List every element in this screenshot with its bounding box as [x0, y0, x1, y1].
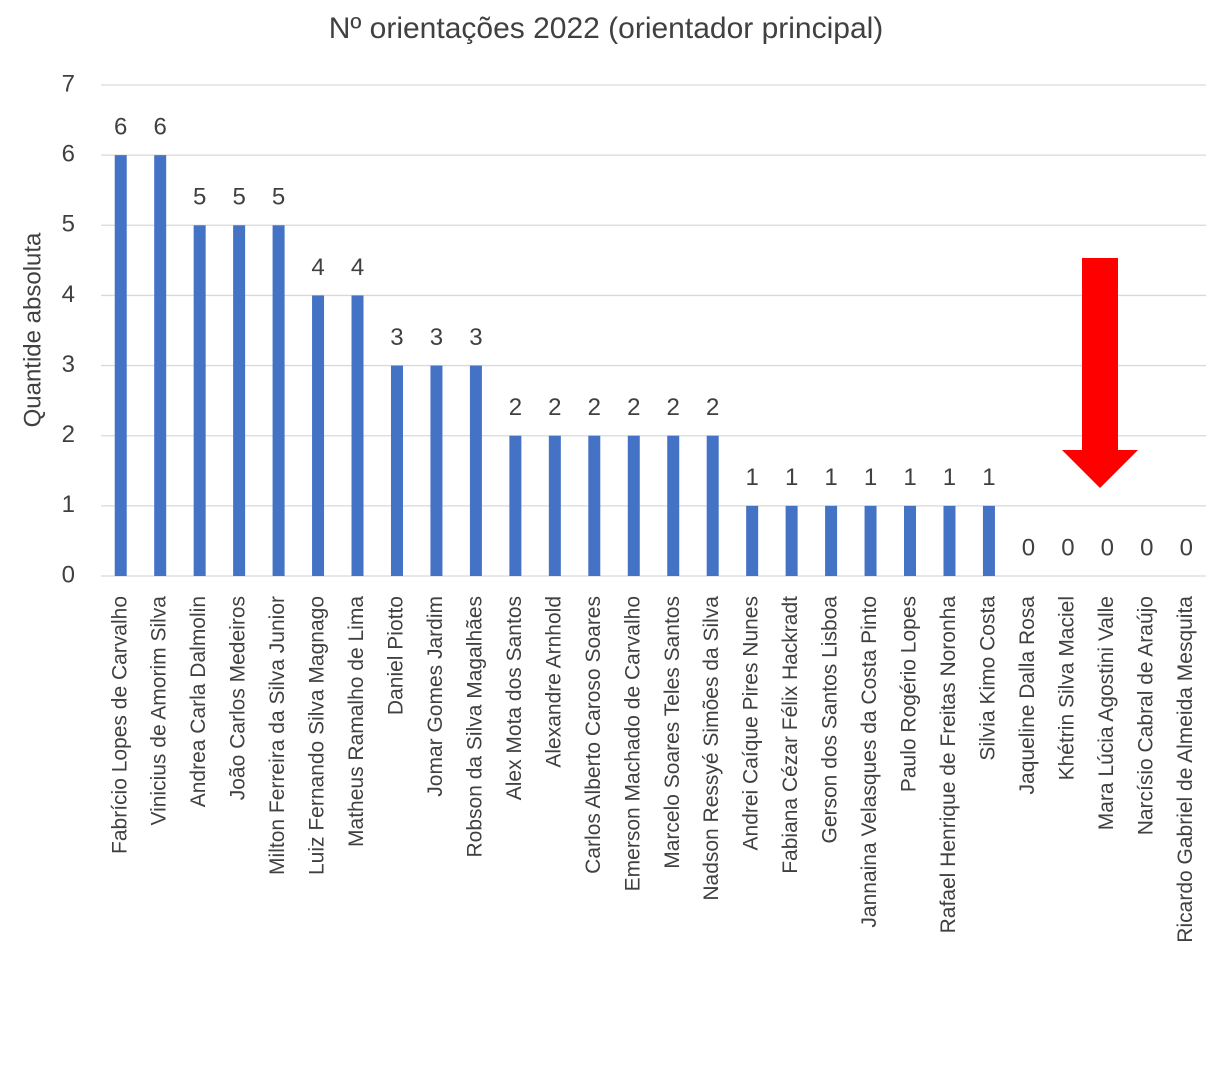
data-label: 1 [982, 464, 995, 491]
data-label: 5 [232, 184, 245, 211]
bar [272, 225, 285, 577]
x-tick-label: Robson da Silva Magalhães [463, 596, 486, 858]
data-label: 1 [943, 464, 956, 491]
y-tick-label: 5 [62, 211, 75, 238]
data-label: 4 [351, 254, 364, 281]
bar [233, 225, 246, 577]
data-label: 2 [548, 394, 561, 421]
data-label: 6 [154, 113, 167, 140]
bar [904, 505, 917, 576]
x-tick-label: Andrea Carla Dalmolin [187, 596, 210, 807]
data-label: 0 [1061, 534, 1074, 561]
bar [785, 505, 798, 576]
data-label: 6 [114, 113, 127, 140]
bar [154, 155, 167, 576]
y-tick-label: 0 [62, 561, 75, 588]
bar [430, 365, 443, 576]
bar [193, 225, 206, 577]
bar [825, 505, 838, 576]
x-tick-label: Jannaina Velasques da Costa Pinto [858, 596, 881, 928]
x-tick-label: Carlos Alberto Caroso Soares [582, 596, 605, 874]
bar [114, 155, 127, 576]
chart-title: Nº orientações 2022 (orientador principa… [329, 12, 884, 45]
data-label: 0 [1180, 534, 1193, 561]
x-tick-label: Marcelo Soares Teles Santos [661, 596, 684, 869]
x-tick-label: Mara Lúcia Agostini Valle [1095, 596, 1118, 830]
data-label: 4 [311, 254, 324, 281]
x-tick-label: Khétrin Silva Maciel [1055, 596, 1078, 780]
data-label: 1 [864, 464, 877, 491]
x-tick-label: Gerson dos Santos Lisboa [819, 596, 842, 844]
x-tick-label: Narcísio Cabral de Araújo [1134, 596, 1157, 835]
data-label: 3 [390, 324, 403, 351]
x-tick-label: Emerson Machado de Carvalho [621, 596, 644, 891]
y-tick-label: 7 [62, 70, 75, 97]
data-label: 5 [193, 184, 206, 211]
y-tick-label: 2 [62, 421, 75, 448]
y-tick-label: 6 [62, 140, 75, 167]
bar [706, 435, 719, 576]
bar [982, 505, 995, 576]
data-label: 1 [903, 464, 916, 491]
data-label: 0 [1140, 534, 1153, 561]
data-label: 3 [469, 324, 482, 351]
x-tick-label: Ricardo Gabriel de Almeida Mesquita [1174, 596, 1197, 943]
data-label: 1 [785, 464, 798, 491]
x-tick-label: Jaqueline Dalla Rosa [1016, 596, 1039, 795]
bar [509, 435, 522, 576]
data-label: 5 [272, 184, 285, 211]
x-tick-label: Rafael Henrique de Freitas Noronha [937, 596, 960, 934]
bar [469, 365, 482, 576]
bar [588, 435, 601, 576]
bar [312, 295, 325, 576]
data-label: 2 [588, 394, 601, 421]
x-tick-label: Paulo Rogério Lopes [898, 596, 921, 792]
data-label: 2 [667, 394, 680, 421]
bar [390, 365, 403, 576]
x-tick-label: Alex Mota dos Santos [503, 596, 526, 800]
data-label: 2 [509, 394, 522, 421]
x-tick-label: Daniel Piotto [385, 596, 408, 715]
x-tick-label: Milton Ferreira da Silva Junior [266, 596, 289, 875]
data-label: 2 [706, 394, 719, 421]
data-label: 2 [627, 394, 640, 421]
x-tick-label: Vinicius de Amorim Silva [148, 596, 171, 826]
x-tick-label: Fabrício Lopes de Carvalho [108, 596, 131, 854]
data-label: 0 [1101, 534, 1114, 561]
bar [548, 435, 561, 576]
x-tick-label: Alexandre Arnhold [542, 596, 565, 768]
bar [864, 505, 877, 576]
bar [627, 435, 640, 576]
bar [746, 505, 759, 576]
data-label: 0 [1022, 534, 1035, 561]
bar [667, 435, 680, 576]
y-tick-label: 1 [62, 491, 75, 518]
y-tick-label: 3 [62, 351, 75, 378]
data-label: 1 [745, 464, 758, 491]
bar [351, 295, 364, 576]
x-tick-label: João Carlos Medeiros [227, 596, 250, 800]
y-axis-label: Quantide absoluta [19, 232, 46, 427]
x-tick-label: Andrei Caíque Pires Nunes [740, 596, 763, 850]
x-tick-label: Luiz Fernando Silva Magnago [306, 596, 329, 875]
data-label: 3 [430, 324, 443, 351]
arrow [1062, 258, 1138, 488]
x-tick-label: Silvia Kimo Costa [976, 596, 999, 761]
bar [943, 505, 956, 576]
x-tick-label: Jomar Gomes Jardim [424, 596, 447, 797]
x-tick-label: Fabiana Cézar Félix Hackradt [779, 596, 802, 874]
x-tick-label: Matheus Ramalho de Lima [345, 596, 368, 847]
y-tick-label: 4 [62, 281, 75, 308]
x-tick-label: Nadson Ressyé Simões da Silva [700, 596, 723, 901]
data-label: 1 [824, 464, 837, 491]
